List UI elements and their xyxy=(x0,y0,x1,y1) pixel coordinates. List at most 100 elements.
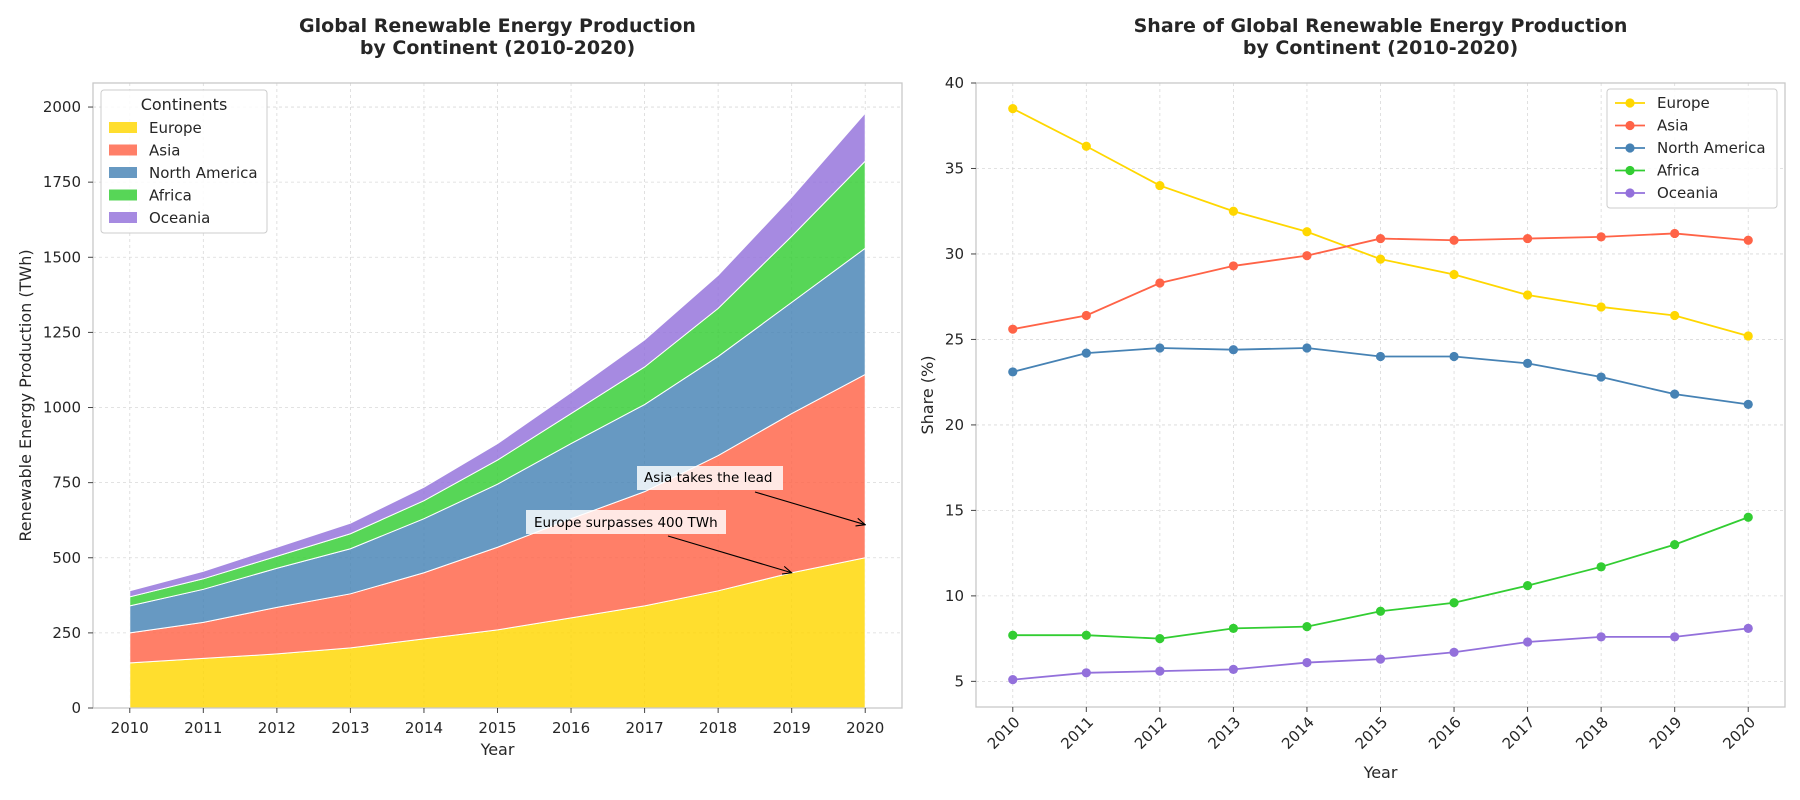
legend-marker xyxy=(1625,143,1635,153)
x-axis-label: Year xyxy=(480,740,515,759)
data-point-asia xyxy=(1302,251,1312,261)
annotation-arrow xyxy=(667,535,792,573)
data-point-oceania xyxy=(1743,623,1753,633)
legend-label: Oceania xyxy=(1657,184,1718,202)
data-point-north-america xyxy=(1449,351,1459,362)
x-tick-label: 2010 xyxy=(111,719,149,737)
y-tick-label: 25 xyxy=(945,330,964,348)
legend-marker xyxy=(1625,98,1635,108)
legend: Europe Asia North America Africa Oceania xyxy=(1606,88,1778,209)
legend-label: Europe xyxy=(149,119,202,137)
x-tick-label: 2010 xyxy=(984,713,1024,753)
chart-title-line: by Continent (2010-2020) xyxy=(1243,37,1518,59)
data-point-asia xyxy=(1008,324,1018,334)
legend-label: North America xyxy=(149,164,258,182)
x-tick-label: 2019 xyxy=(1646,713,1686,753)
chart-title-line: Share of Global Renewable Energy Product… xyxy=(1134,15,1628,37)
data-point-oceania xyxy=(1155,666,1165,676)
data-point-oceania xyxy=(1449,647,1459,657)
data-point-africa xyxy=(1302,622,1312,632)
x-tick-label: 2015 xyxy=(1352,713,1392,753)
x-tick-label: 2020 xyxy=(846,719,884,737)
y-tick-label: 35 xyxy=(945,159,964,177)
data-point-north-america xyxy=(1375,351,1386,362)
data-point-asia xyxy=(1522,233,1533,244)
legend-label: Asia xyxy=(1657,117,1688,135)
x-tick-label: 2018 xyxy=(1572,713,1612,753)
y-tick-label: 750 xyxy=(52,474,81,492)
x-tick-label: 2018 xyxy=(699,719,737,737)
y-tick-label: 1250 xyxy=(43,323,81,341)
y-tick-label: 15 xyxy=(945,501,964,519)
legend-swatch xyxy=(109,189,137,201)
x-tick-label: 2011 xyxy=(1057,713,1097,753)
data-point-africa xyxy=(1522,581,1533,591)
data-point-africa xyxy=(1670,539,1680,550)
data-point-europe xyxy=(1596,302,1606,312)
annotation-europe: Europe surpasses 400 TWh xyxy=(534,515,718,531)
y-axis-label: Share (%) xyxy=(918,356,937,435)
data-point-africa xyxy=(1228,623,1239,633)
y-tick-label: 2000 xyxy=(43,98,81,116)
legend-swatch xyxy=(109,212,137,223)
data-point-africa xyxy=(1596,562,1606,572)
x-tick-label: 2017 xyxy=(625,719,663,737)
legend-swatch xyxy=(109,122,137,133)
y-tick-label: 10 xyxy=(945,587,964,605)
legend-marker xyxy=(1625,188,1635,198)
legend-label: Asia xyxy=(149,142,180,160)
data-point-asia xyxy=(1228,261,1239,271)
data-point-europe xyxy=(1375,254,1386,264)
chart-title: Share of Global Renewable Energy Product… xyxy=(1134,15,1628,59)
data-point-north-america xyxy=(1302,343,1312,353)
y-tick-label: 40 xyxy=(945,74,964,92)
chart-1-stacked-area: 0 250 500 750 1000 1250 1500 1750 2000 2010 2011 20… xyxy=(16,15,903,759)
y-tick-label: 0 xyxy=(71,699,81,717)
y-tick-label: 20 xyxy=(945,416,964,434)
legend-title: Continents xyxy=(141,95,228,114)
x-tick-label: 2016 xyxy=(1425,713,1465,753)
y-tick-label: 1500 xyxy=(43,248,81,266)
data-point-oceania xyxy=(1008,675,1018,685)
chart-title-line: by Continent (2010-2020) xyxy=(360,37,635,59)
annotation-box xyxy=(637,466,783,490)
data-point-north-america xyxy=(1522,358,1533,368)
data-point-africa xyxy=(1743,512,1753,522)
y-tick-label: 1000 xyxy=(43,399,81,417)
x-tick-label: 2014 xyxy=(405,719,443,737)
legend-marker xyxy=(1625,165,1635,176)
legend-box xyxy=(100,89,268,234)
y-axis-label: Renewable Energy Production (TWh) xyxy=(16,249,35,541)
data-point-europe xyxy=(1008,104,1018,114)
data-point-europe xyxy=(1081,141,1091,151)
data-point-north-america xyxy=(1081,348,1091,358)
area-oceania xyxy=(129,111,866,598)
data-point-asia xyxy=(1670,228,1680,239)
legend-label: Oceania xyxy=(149,209,210,227)
data-point-africa xyxy=(1449,598,1459,608)
x-tick-label: 2011 xyxy=(184,719,222,737)
annotation-box xyxy=(526,510,726,534)
data-point-north-america xyxy=(1670,389,1680,399)
data-point-africa xyxy=(1375,606,1386,616)
data-point-europe xyxy=(1449,269,1459,280)
data-point-africa xyxy=(1008,630,1018,640)
x-axis-label: Year xyxy=(1363,763,1398,782)
data-point-oceania xyxy=(1081,668,1091,678)
data-point-asia xyxy=(1155,278,1165,288)
x-tick-label: 2019 xyxy=(773,719,811,737)
data-point-asia xyxy=(1743,235,1753,245)
x-tick-label: 2013 xyxy=(331,719,369,737)
data-point-asia xyxy=(1375,233,1386,244)
x-tick-label: 2013 xyxy=(1205,713,1245,753)
x-tick-label: 2012 xyxy=(258,719,296,737)
data-point-oceania xyxy=(1670,632,1680,642)
x-tick-label: 2020 xyxy=(1719,713,1759,753)
legend: Continents Europe Asia North America Africa O… xyxy=(100,89,268,234)
data-point-oceania xyxy=(1302,657,1312,668)
data-point-oceania xyxy=(1596,632,1606,642)
legend-label: Africa xyxy=(1657,162,1700,180)
data-point-europe xyxy=(1228,206,1239,216)
